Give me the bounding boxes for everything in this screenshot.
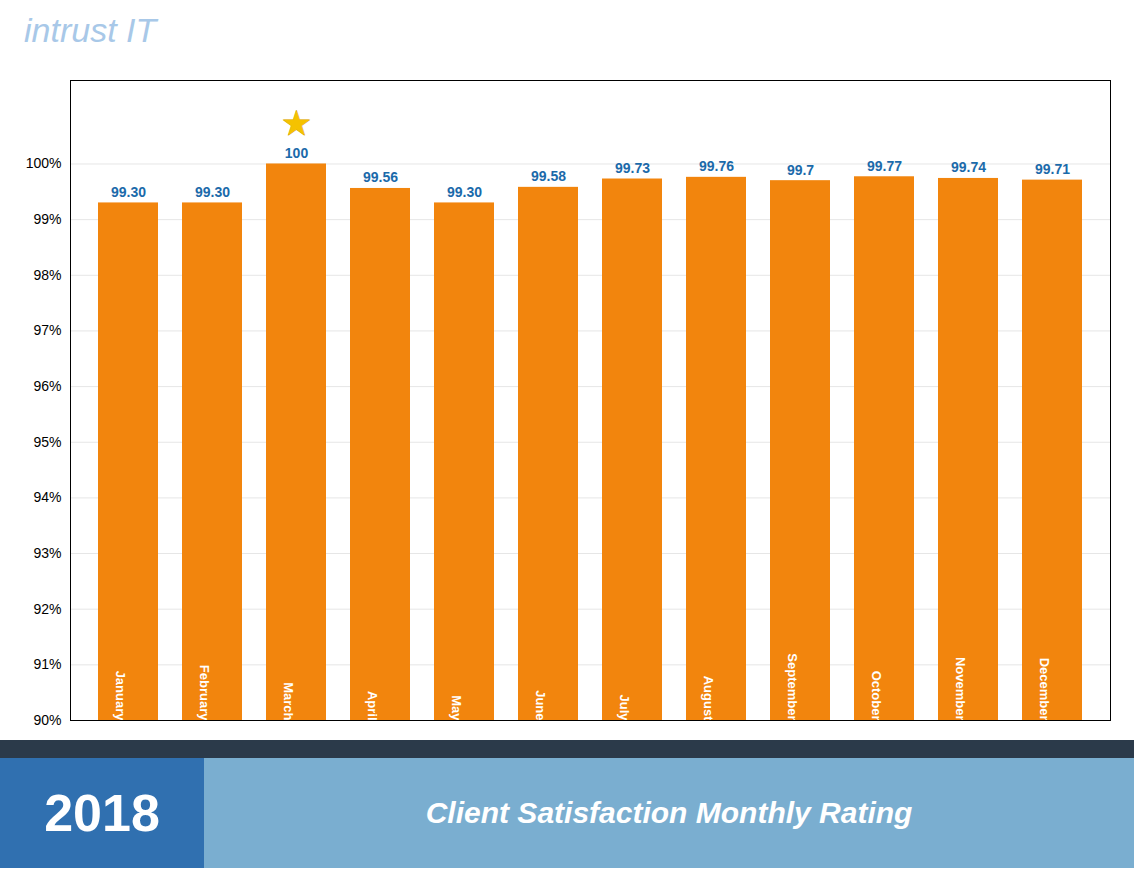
svg-text:99.56: 99.56 bbox=[363, 169, 398, 185]
svg-text:August: August bbox=[701, 676, 716, 721]
svg-text:91%: 91% bbox=[33, 656, 61, 672]
svg-text:100%: 100% bbox=[26, 155, 62, 171]
svg-text:July: July bbox=[617, 694, 632, 721]
svg-text:99.7: 99.7 bbox=[787, 162, 814, 178]
svg-text:99.30: 99.30 bbox=[447, 184, 482, 200]
svg-text:September: September bbox=[785, 653, 800, 720]
svg-text:February: February bbox=[197, 665, 212, 721]
svg-text:95%: 95% bbox=[33, 434, 61, 450]
svg-text:92%: 92% bbox=[33, 601, 61, 617]
svg-text:★: ★ bbox=[281, 103, 311, 143]
svg-text:October: October bbox=[869, 671, 884, 721]
svg-text:98%: 98% bbox=[33, 267, 61, 283]
svg-text:99.30: 99.30 bbox=[111, 184, 146, 200]
svg-text:99.76: 99.76 bbox=[699, 158, 734, 174]
svg-text:99.58: 99.58 bbox=[531, 168, 566, 184]
svg-text:99.71: 99.71 bbox=[1035, 161, 1070, 177]
svg-text:99.73: 99.73 bbox=[615, 160, 650, 176]
svg-text:96%: 96% bbox=[33, 378, 61, 394]
svg-text:93%: 93% bbox=[33, 545, 61, 561]
html-text:2018: 2018 bbox=[44, 784, 160, 842]
svg-text:94%: 94% bbox=[33, 489, 61, 505]
svg-text:April: April bbox=[365, 691, 380, 721]
svg-text:90%: 90% bbox=[33, 712, 61, 728]
svg-text:99%: 99% bbox=[33, 211, 61, 227]
svg-text:June: June bbox=[533, 690, 548, 720]
svg-text:November: November bbox=[953, 657, 968, 721]
svg-text:99.74: 99.74 bbox=[951, 159, 986, 175]
svg-text:January: January bbox=[113, 671, 128, 722]
svg-text:May: May bbox=[449, 695, 464, 721]
svg-text:December: December bbox=[1037, 658, 1052, 721]
svg-text:99.30: 99.30 bbox=[195, 184, 230, 200]
html-text:Client Satisfaction Monthly Ra: Client Satisfaction Monthly Rating bbox=[425, 796, 913, 829]
svg-text:March: March bbox=[281, 682, 296, 720]
svg-text:100: 100 bbox=[285, 145, 309, 161]
svg-text:97%: 97% bbox=[33, 322, 61, 338]
svg-text:99.77: 99.77 bbox=[867, 158, 902, 174]
html-text:intrust IT: intrust IT bbox=[24, 10, 157, 49]
